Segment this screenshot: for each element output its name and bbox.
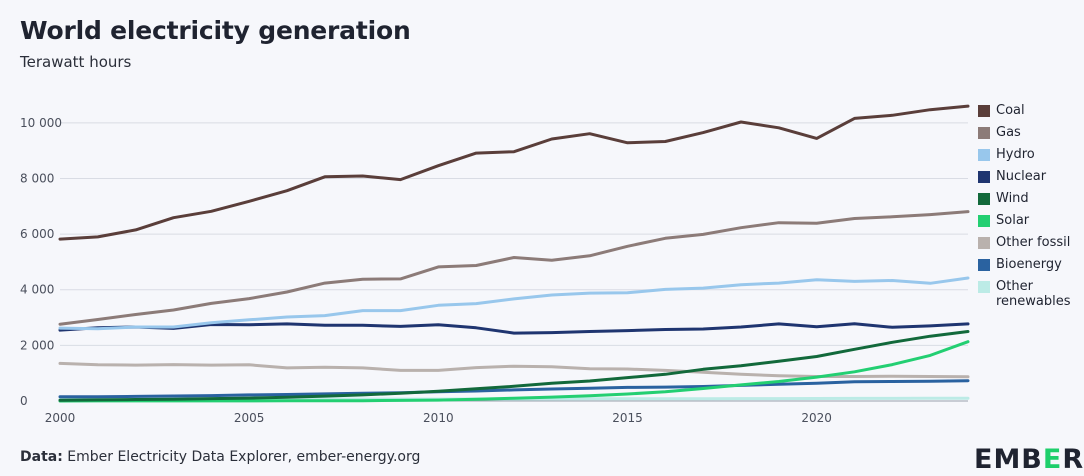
chart-legend: Coal Gas Hydro Nuclear Wind Solar Other fossil… bbox=[978, 103, 1084, 309]
ember-logo: EMBER bbox=[974, 444, 1084, 475]
legend-swatch bbox=[978, 193, 990, 205]
legend-swatch bbox=[978, 171, 990, 183]
legend-item: Solar bbox=[978, 213, 1084, 235]
legend-swatch bbox=[978, 215, 990, 227]
legend-label: Coal bbox=[996, 103, 1025, 118]
legend-label: Gas bbox=[996, 125, 1021, 140]
series-line-coal bbox=[58, 104, 970, 241]
legend-swatch bbox=[978, 281, 990, 293]
series-line-hydro bbox=[58, 276, 970, 331]
legend-item: Gas bbox=[978, 125, 1084, 147]
series-line-bioenergy bbox=[58, 379, 970, 399]
chart-subtitle: Terawatt hours bbox=[20, 53, 132, 71]
source-note: Data: Ember Electricity Data Explorer, e… bbox=[20, 449, 420, 465]
series-line-wind bbox=[58, 330, 970, 402]
legend-item: Hydro bbox=[978, 147, 1084, 169]
y-tick-label: 4 000 bbox=[20, 283, 54, 297]
legend-item: Nuclear bbox=[978, 169, 1084, 191]
y-tick-label: 10 000 bbox=[20, 116, 62, 130]
y-tick-label: 6 000 bbox=[20, 227, 54, 241]
legend-label: Other renewables bbox=[996, 279, 1071, 309]
x-tick-label: 2000 bbox=[45, 411, 76, 425]
series-line-solar bbox=[58, 340, 970, 403]
legend-item: Bioenergy bbox=[978, 257, 1084, 279]
chart-title: World electricity generation bbox=[20, 16, 411, 45]
series-line-gas bbox=[58, 210, 970, 326]
source-label: Data: bbox=[20, 449, 63, 465]
legend-swatch bbox=[978, 105, 990, 117]
source-text: Ember Electricity Data Explorer, ember-e… bbox=[67, 449, 421, 465]
y-tick-label: 8 000 bbox=[20, 171, 54, 185]
legend-label: Hydro bbox=[996, 147, 1035, 162]
series-line-nuclear bbox=[58, 322, 970, 335]
legend-item: Other renewables bbox=[978, 279, 1084, 309]
legend-label: Bioenergy bbox=[996, 257, 1062, 272]
legend-item: Wind bbox=[978, 191, 1084, 213]
legend-label: Nuclear bbox=[996, 169, 1047, 184]
legend-label: Other fossil bbox=[996, 235, 1071, 250]
legend-swatch bbox=[978, 149, 990, 161]
x-tick-label: 2010 bbox=[423, 411, 454, 425]
legend-label: Solar bbox=[996, 213, 1030, 228]
legend-swatch bbox=[978, 259, 990, 271]
x-tick-label: 2005 bbox=[234, 411, 265, 425]
x-tick-label: 2015 bbox=[612, 411, 643, 425]
legend-item: Other fossil bbox=[978, 235, 1084, 257]
legend-label: Wind bbox=[996, 191, 1029, 206]
y-tick-label: 2 000 bbox=[20, 338, 54, 352]
y-tick-label: 0 bbox=[20, 394, 28, 408]
legend-swatch bbox=[978, 237, 990, 249]
legend-swatch bbox=[978, 127, 990, 139]
x-tick-label: 2020 bbox=[801, 411, 832, 425]
legend-item: Coal bbox=[978, 103, 1084, 125]
